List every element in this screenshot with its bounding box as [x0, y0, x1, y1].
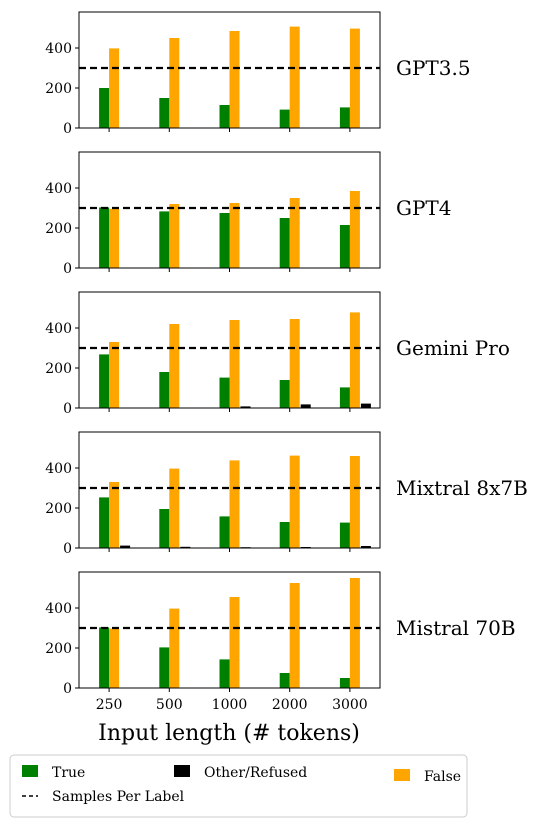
- legend-swatch-other-refused: [174, 765, 190, 777]
- bar-gpt3-5-true-3000: [339, 107, 350, 128]
- bar-gemini-pro-other-refused-3000: [360, 403, 371, 408]
- bar-gemini-pro-other-refused-2000: [300, 404, 311, 408]
- y-tick-label-gpt3-5-0: 0: [63, 121, 72, 137]
- y-tick-label-gpt3-5-400: 400: [45, 41, 72, 57]
- y-tick-label-gpt4-400: 400: [45, 181, 72, 197]
- bar-mistral-70b-true-250: [99, 627, 110, 688]
- legend: True Other/Refused False Samples Per Lab…: [9, 754, 468, 818]
- bar-gemini-pro-true-2000: [279, 380, 290, 408]
- y-tick-label-mistral-70b-200: 200: [45, 641, 72, 657]
- legend-label-samples-per-label: Samples Per Label: [52, 789, 185, 805]
- bar-gpt3-5-false-500: [169, 38, 180, 128]
- bar-mistral-70b-false-3000: [349, 578, 360, 688]
- bar-mistral-70b-true-500: [159, 647, 170, 688]
- x-tick-label-500: 500: [156, 697, 183, 713]
- bar-mixtral-8x7b-other-refused-3000: [360, 546, 371, 548]
- model-label-mixtral-8x7b: Mixtral 8x7B: [396, 476, 528, 500]
- y-tick-label-gemini-pro-0: 0: [63, 401, 72, 417]
- y-tick-label-gpt4-200: 200: [45, 221, 72, 237]
- bar-mixtral-8x7b-true-250: [99, 497, 110, 548]
- bar-mistral-70b-false-250: [109, 628, 120, 688]
- bar-mistral-70b-false-1000: [229, 597, 240, 688]
- bar-mistral-70b-true-1000: [219, 659, 230, 688]
- bar-mixtral-8x7b-true-3000: [339, 522, 350, 548]
- bar-gpt3-5-true-2000: [279, 109, 290, 128]
- bar-gpt3-5-false-1000: [229, 31, 240, 128]
- model-label-gemini-pro: Gemini Pro: [396, 336, 510, 360]
- legend-label-other-refused: Other/Refused: [204, 765, 307, 781]
- bar-gpt3-5-true-1000: [219, 105, 230, 128]
- y-tick-label-mistral-70b-0: 0: [63, 681, 72, 697]
- y-tick-label-gpt3-5-200: 200: [45, 81, 72, 97]
- x-tick-label-1000: 1000: [212, 697, 248, 713]
- x-tick-label-3000: 3000: [332, 697, 368, 713]
- y-tick-label-mixtral-8x7b-200: 200: [45, 501, 72, 517]
- legend-swatch-true: [22, 765, 38, 777]
- bar-mistral-70b-false-500: [169, 608, 180, 688]
- bar-mistral-70b-true-2000: [279, 673, 290, 688]
- panel-mixtral-8x7b: 0 200 400 Mixtral 8x7B: [45, 431, 528, 557]
- bar-mixtral-8x7b-false-1000: [229, 460, 240, 548]
- legend-swatch-false: [394, 769, 410, 781]
- panel-gpt3-5: 0 200 400 GPT3.5: [45, 11, 471, 137]
- bar-mistral-70b-true-3000: [339, 678, 350, 688]
- y-tick-label-gemini-pro-400: 400: [45, 321, 72, 337]
- bar-gemini-pro-false-500: [169, 324, 180, 408]
- panel-mistral-70b: 0 200 400 Mistral 70B 250 500 1000 2000 3000: [45, 571, 516, 713]
- bar-gpt4-false-3000: [349, 191, 360, 268]
- bar-mixtral-8x7b-false-250: [109, 482, 120, 548]
- bar-gpt3-5-false-2000: [289, 26, 300, 129]
- panel-gemini-pro: 0 200 400 Gemini Pro: [45, 291, 510, 417]
- bar-gpt3-5-true-500: [159, 98, 170, 128]
- model-label-gpt3-5: GPT3.5: [396, 56, 471, 80]
- x-tick-label-2000: 2000: [272, 697, 308, 713]
- bar-gpt4-true-3000: [339, 225, 350, 268]
- bar-gemini-pro-false-2000: [289, 319, 300, 408]
- bar-mixtral-8x7b-true-1000: [219, 516, 230, 548]
- bar-mixtral-8x7b-other-refused-500: [180, 546, 191, 548]
- panel-gpt4: 0 200 400 GPT4: [45, 151, 452, 277]
- bar-gpt3-5-true-250: [99, 88, 110, 128]
- bar-gemini-pro-true-250: [99, 354, 110, 408]
- bar-gemini-pro-true-500: [159, 372, 170, 408]
- bar-gpt4-true-250: [99, 207, 110, 268]
- bar-gpt4-true-500: [159, 211, 170, 268]
- bar-mixtral-8x7b-false-2000: [289, 455, 300, 548]
- y-tick-label-mistral-70b-400: 400: [45, 601, 72, 617]
- bar-mixtral-8x7b-false-3000: [349, 456, 360, 548]
- bar-gpt3-5-false-3000: [349, 28, 360, 129]
- y-tick-label-mixtral-8x7b-400: 400: [45, 461, 72, 477]
- chart-panels: 0 200 400 GPT3.5 0 200 400 GPT4 0 200 400 Gemini Pr…: [45, 11, 528, 713]
- bar-mistral-70b-false-2000: [289, 583, 300, 688]
- legend-frame: [9, 754, 468, 818]
- model-label-mistral-70b: Mistral 70B: [396, 616, 516, 640]
- bar-gpt4-false-500: [169, 204, 180, 268]
- bar-gpt4-true-2000: [279, 218, 290, 268]
- x-tick-label-250: 250: [96, 697, 123, 713]
- model-label-gpt4: GPT4: [396, 196, 452, 220]
- bar-gemini-pro-other-refused-1000: [240, 406, 251, 408]
- y-tick-label-gpt4-0: 0: [63, 261, 72, 277]
- legend-label-true: True: [52, 765, 85, 781]
- bar-gpt3-5-false-250: [109, 48, 120, 128]
- bar-gemini-pro-false-1000: [229, 320, 240, 408]
- bar-gpt4-false-1000: [229, 203, 240, 268]
- bar-gemini-pro-false-250: [109, 342, 120, 408]
- bar-gpt4-false-2000: [289, 198, 300, 268]
- bar-mixtral-8x7b-other-refused-250: [120, 545, 131, 548]
- bar-gpt4-false-250: [109, 208, 120, 268]
- legend-label-false: False: [424, 769, 461, 785]
- bar-mixtral-8x7b-false-500: [169, 468, 180, 548]
- bar-gpt4-true-1000: [219, 213, 230, 268]
- y-tick-label-gemini-pro-200: 200: [45, 361, 72, 377]
- bar-gemini-pro-true-3000: [339, 387, 350, 408]
- bar-mixtral-8x7b-true-2000: [279, 522, 290, 548]
- bar-gemini-pro-false-3000: [349, 312, 360, 408]
- bar-gemini-pro-true-1000: [219, 377, 230, 408]
- y-tick-label-mixtral-8x7b-0: 0: [63, 541, 72, 557]
- x-axis-label: Input length (# tokens): [98, 721, 360, 746]
- bar-mixtral-8x7b-true-500: [159, 509, 170, 548]
